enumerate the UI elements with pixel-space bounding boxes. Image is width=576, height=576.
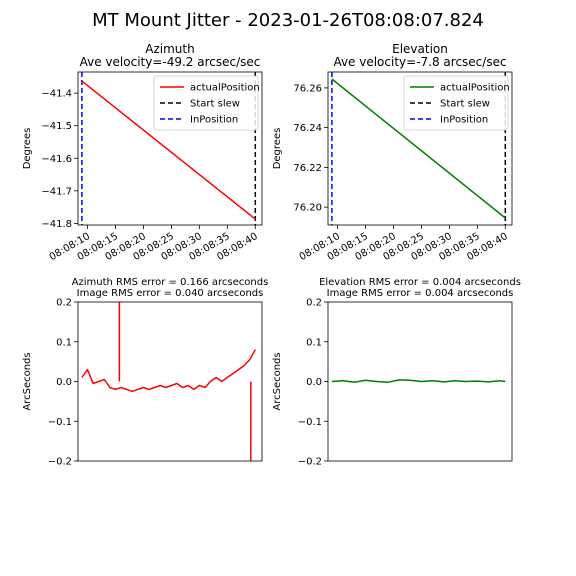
chart-title-line: Azimuth bbox=[145, 42, 194, 56]
y-tick-label: 0.1 bbox=[56, 337, 72, 348]
chart-title-line: Elevation bbox=[392, 42, 448, 56]
y-tick-label: 76.26 bbox=[293, 83, 322, 94]
y-tick-label: −0.1 bbox=[298, 417, 322, 428]
y-tick-label: 0.1 bbox=[306, 337, 322, 348]
legend: actualPosition Start slew InPosition bbox=[153, 75, 260, 131]
y-tick-label: −41.8 bbox=[41, 219, 72, 230]
legend-label: actualPosition bbox=[440, 83, 510, 94]
series-line bbox=[81, 80, 256, 220]
y-tick-label: −0.2 bbox=[298, 457, 322, 468]
y-tick-label: 0.0 bbox=[56, 377, 72, 388]
chart-title-line: Ave velocity=-49.2 arcsec/sec bbox=[80, 55, 261, 69]
chart-title-line: Ave velocity=-7.8 arcsec/sec bbox=[333, 55, 506, 69]
y-tick-label: −41.7 bbox=[41, 186, 72, 197]
plot-frame bbox=[327, 71, 513, 226]
legend: actualPosition Start slew InPosition bbox=[403, 75, 510, 131]
y-tick-label: −41.6 bbox=[41, 154, 72, 165]
chart-title-line: Image RMS error = 0.004 arcseconds bbox=[327, 288, 514, 299]
y-tick-label: 76.24 bbox=[293, 123, 322, 134]
chart-panel-4: Elevation RMS error = 0.004 arcseconds I… bbox=[272, 277, 521, 468]
legend-box bbox=[153, 75, 259, 131]
plot-frame bbox=[77, 71, 263, 226]
chart-panel-3: Azimuth RMS error = 0.166 arcseconds Ima… bbox=[22, 277, 268, 468]
chart-title-line: Image RMS error = 0.040 arcseconds bbox=[77, 288, 264, 299]
y-tick-label: 0.2 bbox=[306, 298, 322, 309]
y-tick-label: 0.2 bbox=[56, 298, 72, 309]
y-axis-label: Degrees bbox=[272, 128, 283, 170]
series-line bbox=[331, 78, 506, 219]
legend-label: actualPosition bbox=[190, 83, 260, 94]
series-line bbox=[81, 349, 256, 393]
legend-label: InPosition bbox=[440, 115, 488, 126]
y-tick-label: 0.0 bbox=[306, 377, 322, 388]
chart-title-line: Elevation RMS error = 0.004 arcseconds bbox=[319, 277, 521, 288]
legend-label: Start slew bbox=[190, 99, 240, 110]
series-line bbox=[331, 379, 506, 384]
legend-box bbox=[403, 75, 509, 131]
y-tick-label: 76.22 bbox=[293, 163, 322, 174]
y-tick-label: 76.20 bbox=[293, 203, 322, 214]
legend-label: InPosition bbox=[190, 115, 238, 126]
figure-title: MT Mount Jitter - 2023-01-26T08:08:07.82… bbox=[92, 10, 484, 31]
plot-frame bbox=[77, 301, 263, 462]
plot-frame bbox=[327, 301, 513, 462]
y-axis-label: Degrees bbox=[22, 128, 33, 170]
y-tick-label: −0.2 bbox=[48, 457, 72, 468]
chart-title-line: Azimuth RMS error = 0.166 arcseconds bbox=[72, 277, 269, 288]
y-tick-label: −41.4 bbox=[41, 89, 72, 100]
y-tick-label: −0.1 bbox=[48, 417, 72, 428]
y-axis-label: ArcSeconds bbox=[22, 352, 33, 410]
legend-label: Start slew bbox=[440, 99, 490, 110]
y-tick-label: −41.5 bbox=[41, 121, 72, 132]
y-axis-label: ArcSeconds bbox=[272, 352, 283, 410]
